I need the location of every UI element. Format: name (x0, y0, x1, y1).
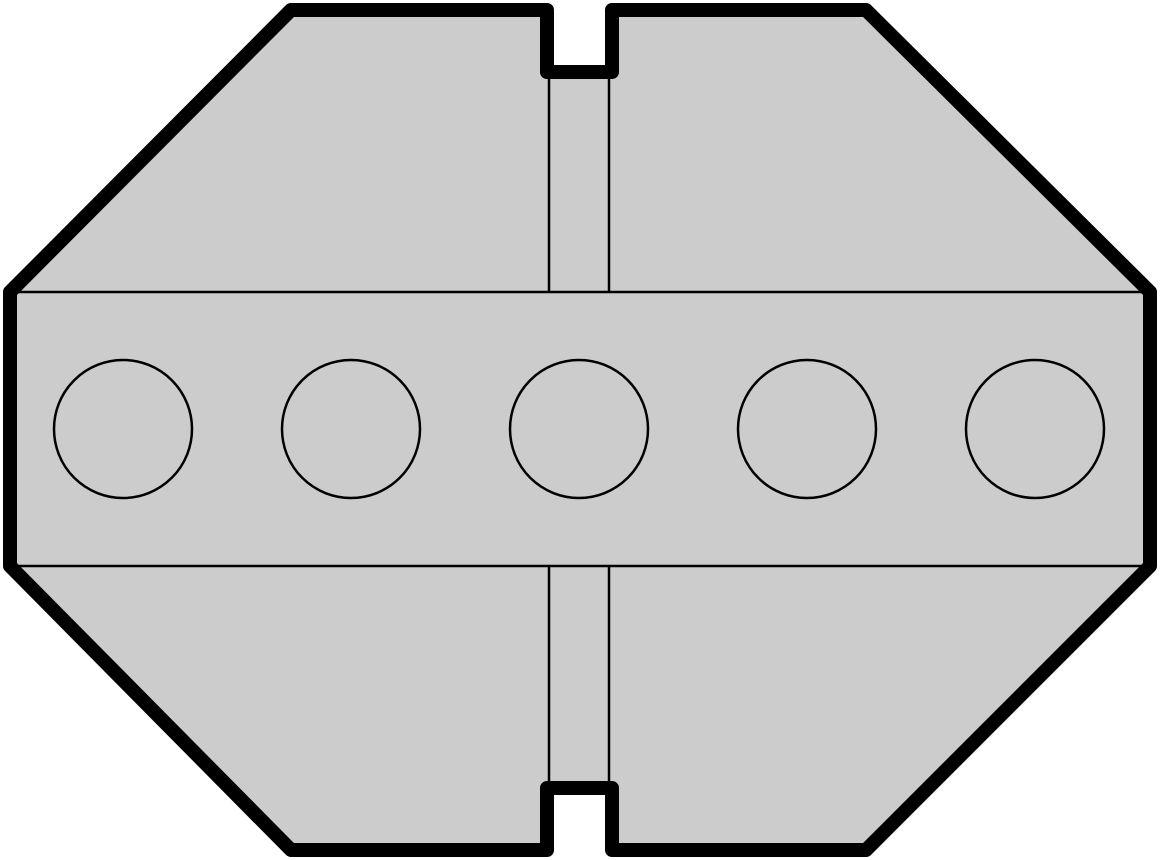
die-body (3, 3, 1157, 857)
hole-5 (964, 358, 1106, 500)
hole-4 (736, 358, 878, 500)
hole-3 (508, 358, 650, 500)
hole-2 (280, 358, 422, 500)
hole-1 (52, 358, 194, 500)
